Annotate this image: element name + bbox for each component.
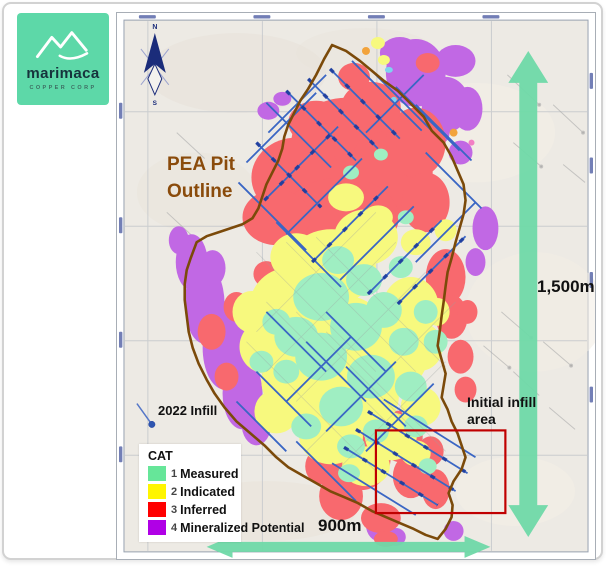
north-arrow: N S — [140, 24, 170, 107]
zone-inferred — [197, 52, 478, 547]
infill-2022-marker — [136, 403, 156, 428]
legend-item-inferred: 3 Inferred — [148, 502, 241, 517]
infill-2022-label: 2022 Infill — [158, 403, 218, 418]
vertical-scale-arrow — [508, 50, 549, 537]
coordinate-tick-marks — [118, 15, 594, 463]
legend-item-mineralized-potential: 4 Mineralized Potential — [148, 520, 304, 535]
drill-traces — [235, 60, 483, 516]
scale-arrows — [206, 50, 549, 558]
anomaly-specks — [361, 47, 475, 146]
initial-infill-area-label: Initial infill area — [467, 394, 537, 427]
pea-pit-outline-path — [183, 43, 467, 541]
marimaca-logo: marimaca COPPER CORP — [17, 13, 109, 105]
drill-traces-bold-intercepts — [255, 67, 469, 507]
mountain-icon — [35, 31, 89, 60]
initial-infill-area-box — [374, 429, 507, 515]
logo-tagline-text: COPPER CORP — [29, 85, 97, 91]
category-legend: CAT 1 Measured 2 Indicated 3 Inferred 4 … — [139, 444, 304, 542]
north-label: N — [152, 24, 157, 31]
horizontal-scale-arrow — [206, 535, 491, 558]
vertical-scale-label: 1,500m — [537, 277, 595, 296]
resource-map-panel: N S PEA Pit Outline 2022 Infill Initial … — [116, 12, 596, 560]
horizontal-scale-label: 900m — [318, 516, 362, 535]
measured-swatch — [148, 466, 166, 481]
zone-measured — [249, 148, 448, 483]
figure-card: marimaca COPPER CORP — [2, 2, 603, 560]
logo-brand-text: marimaca — [26, 65, 100, 82]
indicated-swatch — [148, 484, 166, 499]
mineralized-potential-swatch — [148, 520, 166, 535]
legend-title: CAT — [148, 449, 173, 463]
south-label: S — [153, 100, 158, 107]
pea-pit-outline-label: PEA Pit Outline — [167, 154, 235, 202]
inferred-swatch — [148, 502, 166, 517]
legend-item-measured: 1 Measured — [148, 466, 241, 481]
deposit-map-graphic: N S — [118, 15, 595, 558]
legend-item-indicated: 2 Indicated — [148, 484, 241, 499]
